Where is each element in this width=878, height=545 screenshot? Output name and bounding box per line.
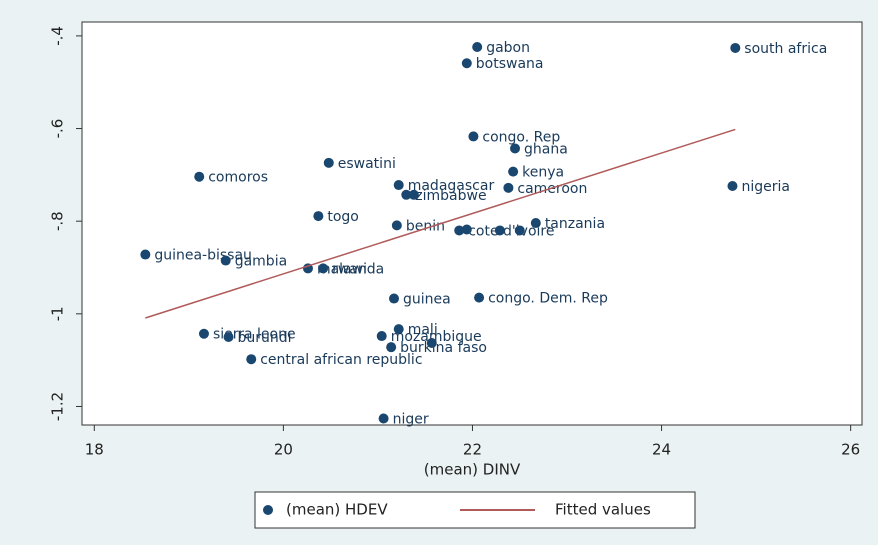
point (318, 263, 329, 274)
point-label: togo (327, 209, 359, 225)
point-label: mozambique (391, 329, 482, 345)
point (472, 42, 483, 53)
legend-swatch (263, 505, 273, 515)
point-label: madagascar (408, 178, 495, 194)
y-tick-label: -1 (49, 306, 67, 321)
point (391, 220, 402, 231)
point (194, 171, 205, 182)
point-label: burkina faso (400, 340, 487, 356)
point (468, 131, 479, 142)
point (426, 338, 437, 349)
point-label: eswatini (338, 156, 396, 172)
point (503, 182, 514, 193)
point-label: malawi (317, 261, 367, 277)
point-label: cote d'ivoire (468, 223, 554, 239)
point (223, 331, 234, 342)
point-label: gambia (235, 254, 287, 270)
point (393, 180, 404, 191)
point (198, 328, 209, 339)
point (376, 331, 387, 342)
point (510, 143, 521, 154)
point-label: cameroon (517, 181, 587, 197)
y-tick-label: -.8 (49, 211, 67, 231)
point (454, 225, 465, 236)
point-label: gabon (486, 40, 530, 56)
x-tick-label: 22 (463, 441, 482, 459)
point (246, 354, 257, 365)
point-label: congo. Dem. Rep (488, 291, 608, 307)
point-label: congo. Rep (482, 129, 560, 145)
point (220, 255, 231, 266)
point-label: mali (408, 322, 438, 338)
point (508, 166, 519, 177)
x-tick-label: 24 (652, 441, 671, 459)
point (530, 218, 541, 229)
x-tick-label: 20 (274, 441, 293, 459)
x-axis-title: (mean) DINV (424, 461, 521, 479)
point (378, 413, 389, 424)
point (727, 180, 738, 191)
point-label: comoros (208, 170, 268, 186)
point (393, 324, 404, 335)
point (461, 224, 472, 235)
point (313, 211, 324, 222)
point-label: south africa (744, 41, 827, 57)
y-tick-label: -.4 (49, 26, 67, 46)
point (386, 342, 397, 353)
legend-label: (mean) HDEV (286, 501, 388, 519)
plot-area (81, 21, 863, 426)
point-label: botswana (476, 56, 544, 72)
point-label: benin (406, 218, 445, 234)
point (514, 225, 525, 236)
point-label: kenya (522, 165, 564, 181)
x-tick-label: 18 (85, 441, 104, 459)
point-label: central african republic (260, 352, 422, 368)
point-label: tanzania (545, 216, 605, 232)
point-label: ghana (524, 141, 568, 157)
legend-label: Fitted values (555, 501, 651, 519)
point (461, 58, 472, 69)
point-label: niger (393, 412, 429, 428)
fit-line (145, 128, 736, 319)
point-label: guinea (403, 292, 451, 308)
point (140, 249, 151, 260)
point (494, 225, 505, 236)
point-label: nigeria (741, 179, 790, 195)
point (323, 157, 334, 168)
point-label: sierra leone (213, 327, 296, 343)
point (408, 189, 419, 200)
point-label: rwanda (332, 261, 384, 277)
x-tick-label: 26 (841, 441, 860, 459)
point (474, 292, 485, 303)
y-tick-label: -.6 (49, 119, 67, 139)
point-label: zimbabwe (415, 188, 486, 204)
point (389, 293, 399, 304)
point-label: burundi (238, 330, 292, 346)
point (730, 42, 741, 53)
y-tick-label: -1.2 (49, 392, 67, 421)
point (401, 189, 412, 200)
